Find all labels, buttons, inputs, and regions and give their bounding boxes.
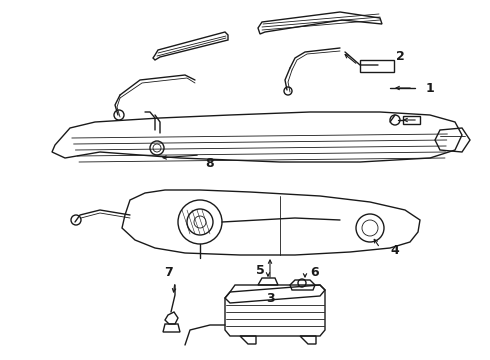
Text: 1: 1 — [426, 81, 434, 95]
Text: 6: 6 — [311, 266, 319, 279]
Text: 7: 7 — [164, 266, 172, 279]
Text: 2: 2 — [395, 50, 404, 63]
Text: 5: 5 — [256, 264, 265, 276]
Text: 3: 3 — [266, 292, 274, 305]
Text: 4: 4 — [391, 243, 399, 257]
Text: 8: 8 — [206, 157, 214, 170]
